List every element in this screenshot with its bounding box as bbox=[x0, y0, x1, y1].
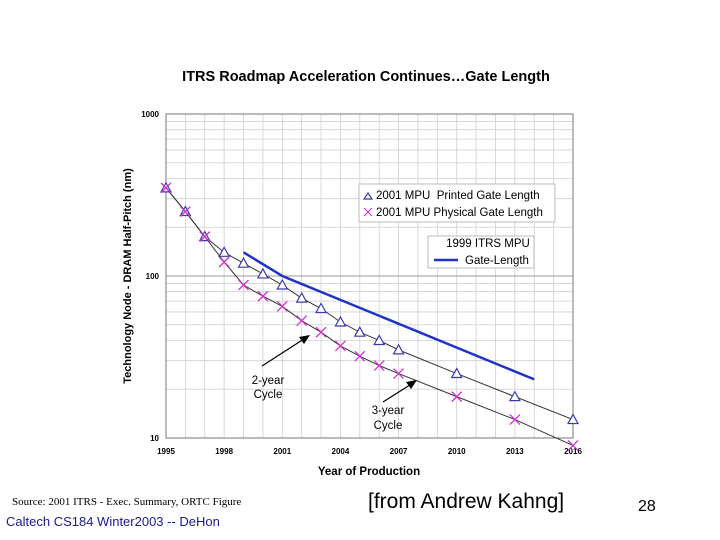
triangle-point bbox=[450, 367, 463, 379]
x-axis-ticks: 1995 1998 2001 2004 2007 2010 2013 2016 bbox=[157, 447, 582, 456]
x-tick-label: 1998 bbox=[215, 447, 233, 456]
legend-1999-entry: Gate-Length bbox=[465, 255, 529, 267]
legend-x-icon bbox=[363, 207, 373, 217]
x-point bbox=[160, 182, 172, 194]
legend-entry-printed: 2001 MPU Printed Gate Length bbox=[376, 190, 540, 202]
x-tick-label: 2013 bbox=[506, 447, 524, 456]
plot-border bbox=[165, 113, 574, 439]
series-line-1 bbox=[165, 187, 574, 421]
triangle-point bbox=[392, 343, 405, 355]
y-axis-ticks: 10 100 1000 bbox=[141, 110, 159, 443]
annotation-2-year-line2: Cycle bbox=[254, 389, 283, 401]
series-line-2 bbox=[165, 187, 574, 446]
legend-1999-box bbox=[427, 235, 535, 269]
y-tick-label: 1000 bbox=[141, 110, 159, 119]
triangle-point bbox=[566, 413, 580, 425]
series-layer bbox=[159, 181, 580, 451]
x-tick-label: 2007 bbox=[390, 447, 408, 456]
annotation-3-year-arrowhead bbox=[406, 380, 417, 389]
x-point bbox=[199, 231, 211, 243]
x-point bbox=[567, 439, 579, 451]
annotation-3-year: 3-year Cycle bbox=[372, 380, 417, 432]
y-axis-label: Technology Node - DRAM Half-Pitch (nm) bbox=[122, 168, 134, 384]
legend-entry-physical: 2001 MPU Physical Gate Length bbox=[376, 207, 543, 219]
x-point bbox=[393, 368, 405, 379]
x-point bbox=[276, 300, 288, 312]
x-tick-label: 2016 bbox=[564, 447, 582, 456]
triangle-point bbox=[373, 334, 386, 346]
x-point bbox=[218, 256, 230, 268]
annotation-3-year-line1: 3-year bbox=[372, 405, 405, 417]
page-number: 28 bbox=[638, 498, 656, 515]
series-line-3 bbox=[242, 251, 535, 381]
triangle-point bbox=[315, 302, 328, 314]
annotation-2-year-arrow bbox=[261, 336, 308, 367]
x-point bbox=[257, 290, 269, 302]
y-tick-label: 10 bbox=[150, 434, 159, 443]
triangle-point bbox=[508, 390, 521, 402]
x-tick-label: 2004 bbox=[332, 447, 350, 456]
x-tick-label: 2010 bbox=[448, 447, 466, 456]
legend-1999-title: 1999 ITRS MPU bbox=[446, 238, 530, 250]
annotation-2-year-line1: 2-year bbox=[252, 375, 285, 387]
triangle-point bbox=[276, 278, 289, 290]
triangle-point bbox=[295, 291, 308, 303]
triangle-point bbox=[353, 325, 366, 337]
triangle-point bbox=[256, 267, 269, 279]
y-tick-label: 100 bbox=[146, 272, 160, 281]
triangle-point bbox=[218, 246, 231, 257]
legend-1999: 1999 ITRS MPU Gate-Length bbox=[427, 235, 535, 269]
chart-title: ITRS Roadmap Acceleration Continues…Gate… bbox=[182, 69, 550, 85]
legend-main: 2001 MPU Printed Gate Length 2001 MPU Ph… bbox=[358, 183, 556, 223]
x-axis-label: Year of Production bbox=[318, 466, 420, 478]
grid bbox=[166, 114, 573, 438]
x-point bbox=[238, 279, 249, 291]
x-point bbox=[354, 350, 366, 362]
x-point bbox=[334, 340, 346, 352]
chart: ITRS Roadmap Acceleration Continues…Gate… bbox=[122, 69, 582, 478]
legend-triangle-icon bbox=[362, 191, 374, 200]
x-point bbox=[509, 414, 521, 426]
annotation-2-year: 2-year Cycle bbox=[252, 335, 310, 401]
x-point bbox=[179, 206, 191, 217]
x-tick-label: 1995 bbox=[157, 447, 175, 456]
x-point bbox=[315, 326, 327, 338]
x-point bbox=[373, 360, 385, 372]
legend-main-box bbox=[358, 183, 556, 223]
x-point bbox=[296, 315, 308, 327]
attribution: [from Andrew Kahng] bbox=[368, 490, 565, 513]
plot-area bbox=[165, 113, 574, 439]
annotation-3-year-line2: Cycle bbox=[374, 420, 403, 432]
source-citation: Source: 2001 ITRS - Exec. Summary, ORTC … bbox=[12, 496, 242, 508]
x-tick-label: 2001 bbox=[273, 447, 291, 456]
footer-course-label: Caltech CS184 Winter2003 -- DeHon bbox=[6, 514, 220, 529]
triangle-point bbox=[334, 315, 347, 327]
x-point bbox=[451, 391, 463, 403]
annotation-3-year-arrow bbox=[382, 382, 414, 403]
annotation-2-year-arrowhead bbox=[299, 335, 310, 344]
triangle-point bbox=[237, 256, 250, 268]
